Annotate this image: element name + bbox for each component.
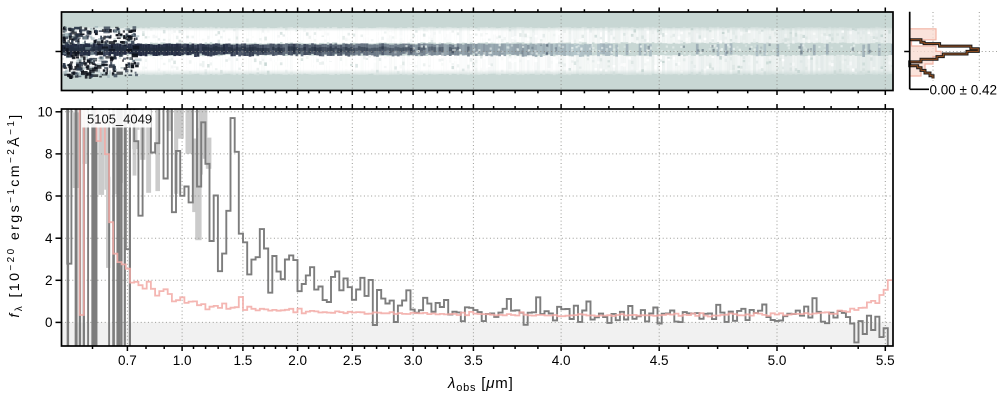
svg-text:fλ [10−20 ergs−1cm−2Å−1]: fλ [10−20 ergs−1cm−2Å−1] [6, 112, 25, 317]
svg-text:4: 4 [45, 231, 53, 246]
svg-text:1.0: 1.0 [173, 353, 192, 368]
svg-text:3.5: 3.5 [464, 353, 483, 368]
svg-text:5.5: 5.5 [876, 353, 895, 368]
svg-text:4.5: 4.5 [650, 353, 669, 368]
svg-text:8: 8 [45, 147, 53, 162]
svg-text:5105_4049: 5105_4049 [87, 112, 152, 127]
svg-text:5.0: 5.0 [768, 353, 787, 368]
svg-text:2: 2 [45, 273, 53, 288]
svg-text:0: 0 [45, 315, 53, 330]
svg-text:0.00 ± 0.42: 0.00 ± 0.42 [930, 83, 997, 98]
svg-text:4.0: 4.0 [552, 353, 571, 368]
svg-text:3.0: 3.0 [404, 353, 423, 368]
svg-text:0.7: 0.7 [118, 353, 137, 368]
svg-text:2.5: 2.5 [343, 353, 362, 368]
svg-text:6: 6 [45, 189, 53, 204]
svg-text:λobs [μm]: λobs [μm] [447, 375, 514, 394]
svg-text:1.5: 1.5 [234, 353, 253, 368]
svg-text:10: 10 [37, 105, 52, 120]
svg-text:2.0: 2.0 [288, 353, 307, 368]
